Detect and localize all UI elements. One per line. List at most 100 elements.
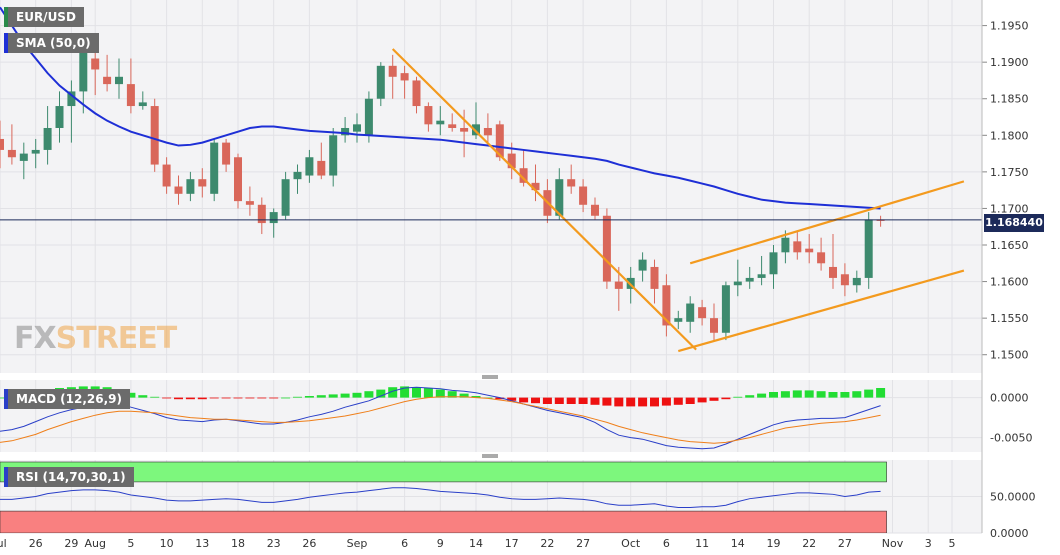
candle-body <box>376 65 385 99</box>
candle-body <box>55 106 64 128</box>
macd-histogram-bar <box>626 397 636 407</box>
candle-body <box>7 149 16 158</box>
candle-body <box>781 237 790 253</box>
x-tick-label: 14 <box>469 537 483 550</box>
y-axis-ticks: 1.1950 1.1900 1.1850 1.1800 1.1750 1.1700 1.16… <box>981 0 1036 540</box>
candle-body <box>341 127 350 136</box>
macd-histogram-bar <box>840 392 850 398</box>
candle-body <box>757 274 766 278</box>
macd-histogram-bar <box>185 397 195 400</box>
macd-histogram-bar <box>435 389 445 398</box>
x-tick-label: 22 <box>540 537 554 550</box>
rsi-label[interactable]: RSI (14,70,30,1) <box>4 467 134 487</box>
macd-histogram-bar <box>447 391 457 398</box>
x-tick-label: 23 <box>267 537 281 550</box>
macd-signal-line <box>0 396 881 444</box>
macd-histogram-bar <box>0 397 5 399</box>
y-tick-label: 1.1650 <box>990 239 1029 252</box>
rsi-zones <box>0 461 887 533</box>
macd-histogram-bar <box>852 391 862 398</box>
macd-histogram-bar <box>685 397 695 404</box>
macd-histogram-bar <box>804 390 814 398</box>
macd-histogram-bar <box>162 397 172 399</box>
candle-body <box>0 138 4 150</box>
x-tick-label: 27 <box>576 537 590 550</box>
x-tick-label: 6 <box>401 537 408 550</box>
candle-body <box>472 124 480 136</box>
candle-body <box>210 142 219 194</box>
macd-histogram-bar <box>519 397 529 403</box>
candle-body <box>710 318 718 333</box>
sma-50-line <box>0 6 881 210</box>
x-tick-label: 14 <box>731 537 745 550</box>
x-tick-label: 17 <box>505 537 519 550</box>
macd-histogram-bar <box>138 395 148 398</box>
candle-body <box>460 127 469 132</box>
macd-label[interactable]: MACD (12,26,9) <box>4 389 131 409</box>
candle-body <box>805 248 814 253</box>
candles <box>0 47 885 341</box>
candle-body <box>317 160 326 176</box>
candle-body <box>591 204 599 216</box>
sma-line <box>0 6 881 210</box>
candle-body <box>234 157 242 202</box>
candle-body <box>245 201 254 205</box>
y-tick-label: 1.1750 <box>990 166 1029 179</box>
x-tick-label: 27 <box>838 537 852 550</box>
x-tick-label: Aug <box>84 537 105 550</box>
candle-body <box>353 124 361 132</box>
panel-resize-handle-rsi[interactable] <box>482 454 498 458</box>
candle-body <box>186 179 195 194</box>
candle-body <box>293 171 302 180</box>
macd-histogram-bar <box>328 394 338 398</box>
macd-histogram-bar <box>126 392 136 398</box>
macd-histogram-bar <box>423 388 433 398</box>
macd-histogram-bar <box>174 397 183 400</box>
x-tick-label: 6 <box>663 537 670 550</box>
trendline <box>689 180 965 265</box>
trendlines <box>391 48 965 353</box>
sma-label[interactable]: SMA (50,0) <box>4 33 99 53</box>
candle-body <box>829 266 837 278</box>
macd-histogram-bar <box>542 397 552 404</box>
candle-body <box>198 179 207 187</box>
macd-histogram-bar <box>709 397 719 401</box>
macd-histogram-bar <box>614 397 624 407</box>
trendline <box>678 269 965 353</box>
candle-body <box>745 277 754 282</box>
candle-body <box>638 259 647 271</box>
candle-body <box>400 73 409 81</box>
candle-body <box>614 281 623 289</box>
y-tick-label: 1.1700 <box>990 202 1029 215</box>
candle-body <box>424 106 433 125</box>
candle-body <box>579 186 588 205</box>
macd-histogram-bar <box>495 397 505 400</box>
macd-y-tick-label: -0.0050 <box>990 432 1032 445</box>
macd-histogram-bar <box>816 391 826 398</box>
symbol-label[interactable]: EUR/USD <box>4 7 84 27</box>
y-tick-label: 1.1900 <box>990 56 1029 69</box>
y-tick-label: 1.1800 <box>990 129 1029 142</box>
candle-body <box>257 204 266 224</box>
macd-histogram-bar <box>531 397 540 404</box>
macd-histogram-bar <box>721 397 731 400</box>
macd-lines <box>0 386 881 450</box>
macd-histogram-bar <box>150 396 160 398</box>
candle-body <box>412 80 421 107</box>
macd-histogram-bar <box>650 397 659 407</box>
candle-body <box>567 179 576 187</box>
candle-body <box>817 252 826 264</box>
candle-body <box>305 157 314 176</box>
candle-body <box>91 58 100 70</box>
candle-body <box>174 186 183 194</box>
candle-body <box>126 84 135 107</box>
y-tick-label: 1.1850 <box>990 93 1029 106</box>
candle-body <box>650 266 659 289</box>
macd-histogram-bar <box>828 392 838 398</box>
y-tick-label: 1.1600 <box>990 276 1029 289</box>
macd-histogram-bar <box>257 397 267 399</box>
candle-body <box>448 124 457 128</box>
panel-resize-handle-macd[interactable] <box>482 375 498 379</box>
symbol-text: EUR/USD <box>16 10 76 24</box>
macd-histogram-bar <box>364 391 374 398</box>
